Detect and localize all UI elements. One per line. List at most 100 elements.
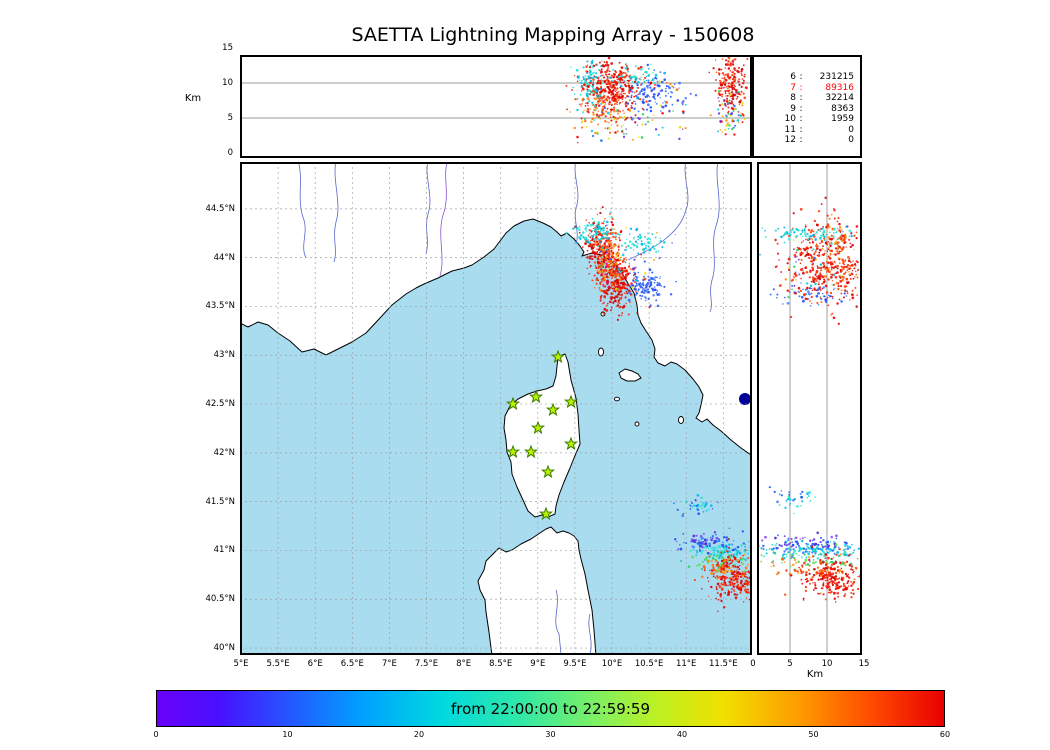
lightning-source-point <box>660 80 664 84</box>
lightning-source-point <box>747 591 751 594</box>
lightning-source-point <box>640 83 643 86</box>
lightning-source-point <box>829 567 832 571</box>
longitude-tick-label: 11.5°E <box>709 659 738 669</box>
river <box>588 613 592 655</box>
lightning-source-point <box>584 236 588 239</box>
lightning-source-point <box>850 596 853 599</box>
lightning-source-point <box>800 282 802 284</box>
lightning-source-point <box>724 99 726 101</box>
lightning-source-point <box>712 67 715 70</box>
lightning-source-point <box>771 549 774 551</box>
lightning-source-point <box>580 126 584 129</box>
lightning-source-point <box>656 276 658 279</box>
lightning-source-point <box>832 231 835 234</box>
lightning-source-point <box>632 267 635 271</box>
lightning-source-point <box>824 563 828 567</box>
lightning-source-point <box>606 227 608 230</box>
lightning-source-point <box>807 495 810 497</box>
lightning-source-point <box>635 244 638 247</box>
lightning-source-point <box>594 265 597 267</box>
lightning-source-point <box>703 539 707 542</box>
lightning-source-point <box>643 109 645 111</box>
lightning-source-point <box>647 241 650 244</box>
lma-station-star <box>563 436 579 451</box>
lightning-source-point <box>787 539 790 542</box>
lightning-source-point <box>822 567 825 570</box>
lightning-source-point <box>815 244 818 248</box>
lightning-source-point <box>765 549 768 551</box>
lightning-source-point <box>848 238 851 241</box>
lightning-source-point <box>824 235 826 238</box>
lightning-source-point <box>827 584 830 586</box>
lightning-source-point <box>840 300 843 303</box>
lightning-source-point <box>652 87 656 91</box>
lightning-source-point <box>626 283 630 287</box>
lightning-source-point <box>837 554 841 558</box>
lightning-source-point <box>694 93 698 97</box>
lightning-source-point <box>649 106 653 109</box>
lightning-source-point <box>770 565 773 568</box>
lightning-source-point <box>818 547 822 551</box>
lightning-source-point <box>826 296 829 299</box>
lightning-source-point <box>608 100 612 104</box>
lightning-source-point <box>608 70 611 73</box>
lightning-source-point <box>839 280 841 282</box>
lightning-source-point <box>854 264 857 267</box>
lightning-source-point <box>612 93 615 96</box>
lightning-source-point <box>830 242 833 246</box>
lightning-source-point <box>588 253 590 255</box>
lightning-source-point <box>598 265 601 268</box>
lightning-source-point <box>815 243 818 245</box>
lightning-source-point <box>826 576 829 579</box>
lightning-source-point <box>617 245 620 248</box>
lightning-source-point <box>802 240 804 242</box>
lightning-source-point <box>810 280 813 283</box>
panel-border <box>240 162 752 655</box>
lightning-source-point <box>712 566 715 569</box>
lightning-source-point <box>820 240 824 244</box>
lightning-source-point <box>643 87 646 90</box>
lightning-source-point <box>733 72 736 75</box>
lightning-source-point <box>632 82 635 84</box>
lightning-source-point <box>815 272 817 275</box>
lightning-source-point <box>827 241 830 243</box>
lightning-source-point <box>834 287 836 290</box>
lightning-source-point <box>587 105 589 107</box>
lightning-source-point <box>588 261 591 264</box>
lightning-source-point <box>848 229 852 233</box>
latitude-tick-label: 41°N <box>213 545 235 556</box>
lightning-source-point <box>826 250 829 253</box>
lightning-source-point <box>778 544 781 547</box>
lightning-source-point <box>598 287 601 289</box>
lightning-source-point <box>702 510 705 513</box>
lightning-source-point <box>774 536 777 540</box>
lightning-source-point <box>804 288 808 291</box>
colorbar-tick-label: 30 <box>545 730 556 739</box>
lightning-source-point <box>847 259 851 262</box>
lightning-source-point <box>721 556 724 559</box>
lightning-source-point <box>804 536 806 539</box>
lightning-source-point <box>822 593 825 596</box>
colorbar-tick-label: 50 <box>808 730 819 739</box>
lightning-source-point <box>651 271 654 274</box>
lightning-source-point <box>846 269 848 271</box>
lightning-source-point <box>637 271 639 274</box>
lightning-source-point <box>641 243 644 246</box>
lightning-source-point <box>600 102 603 105</box>
lightning-source-point <box>845 541 848 545</box>
lightning-source-point <box>829 291 833 295</box>
lightning-source-point <box>838 548 841 551</box>
lightning-source-point <box>676 99 680 102</box>
lightning-source-point <box>648 73 651 76</box>
lightning-source-point <box>634 114 637 117</box>
lightning-source-point <box>630 293 633 295</box>
lightning-source-point <box>714 89 717 92</box>
lightning-source-point <box>633 258 636 261</box>
lightning-source-point <box>655 299 658 302</box>
lightning-source-point <box>722 86 725 89</box>
lightning-source-point <box>603 307 607 311</box>
lightning-source-point <box>809 564 811 566</box>
lightning-source-point <box>838 577 841 579</box>
lightning-source-point <box>646 249 649 252</box>
lightning-source-point <box>654 98 657 100</box>
